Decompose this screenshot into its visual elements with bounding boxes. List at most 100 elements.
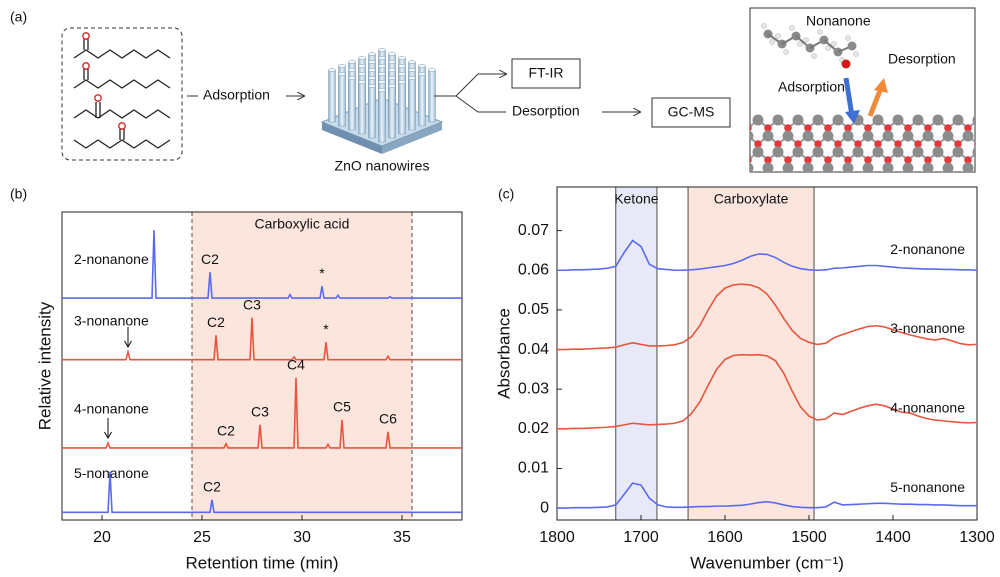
nanowire-tip <box>378 64 386 68</box>
panel-label: (a) <box>10 9 27 25</box>
zn-atom <box>802 130 814 142</box>
x-tick-label: 1300 <box>959 529 995 546</box>
series-line <box>557 353 978 430</box>
molecule-box <box>61 27 183 161</box>
nanowire <box>348 77 356 131</box>
zn-atom <box>782 162 794 172</box>
bond <box>988 136 998 144</box>
adsorption-label: Adsorption <box>203 87 270 103</box>
zn-atom <box>792 114 804 126</box>
peak-label: C6 <box>379 411 397 427</box>
plot-frame <box>61 211 463 521</box>
zn-atom <box>782 130 794 142</box>
o-atom <box>894 140 902 148</box>
y-tick-label: 0.06 <box>518 261 549 278</box>
peak-label: C2 <box>217 422 235 438</box>
peak-label: * <box>323 321 329 337</box>
o-atom <box>974 141 975 147</box>
o-atom <box>864 156 872 164</box>
h-atom <box>761 23 767 29</box>
o-atom <box>764 156 772 164</box>
bond <box>988 120 998 128</box>
bond <box>978 136 988 144</box>
series-label: 5-nonanone <box>74 465 149 481</box>
nanowire-tip <box>338 72 346 76</box>
series-line <box>62 230 462 299</box>
series-line <box>557 482 977 509</box>
series-label: 3-nonanone <box>890 320 965 336</box>
o-atom <box>974 172 982 180</box>
zn-atom <box>772 114 784 126</box>
o-atom <box>964 124 972 132</box>
nanowire-tip <box>408 76 416 80</box>
zn-atom <box>922 130 934 142</box>
o-atom <box>924 156 932 164</box>
plot-frame <box>556 186 978 521</box>
region <box>192 212 412 520</box>
zn-atom <box>882 130 894 142</box>
o-atom <box>964 156 972 164</box>
o-atom <box>914 140 922 148</box>
o-atom <box>814 140 822 148</box>
nanowire-tip <box>378 88 386 92</box>
nanowire-tip <box>388 76 396 80</box>
h-atom <box>775 33 781 39</box>
series-line <box>557 283 978 351</box>
zn-atom <box>983 163 994 174</box>
zn-atom <box>812 114 824 126</box>
nanowire <box>378 89 386 143</box>
region-label: Ketone <box>614 191 659 207</box>
zn-atom <box>822 162 834 172</box>
o-atom <box>784 156 792 164</box>
o-atom <box>754 140 762 148</box>
nanowire-tip <box>398 64 406 68</box>
x-axis-label: Retention time (min) <box>185 553 338 572</box>
nanowire-tip <box>368 76 376 80</box>
o-atom <box>841 59 851 69</box>
zn-atom <box>842 162 854 172</box>
zn-atom <box>862 130 874 142</box>
h-atom <box>803 37 809 43</box>
substrate-side <box>382 122 442 154</box>
y-tick-label: 0.01 <box>518 460 549 477</box>
nanowire <box>338 73 346 127</box>
region <box>688 187 815 520</box>
nanowire <box>408 77 416 131</box>
nanowire-tip <box>358 72 366 76</box>
h-atom <box>817 29 823 35</box>
o-atom <box>934 140 942 148</box>
x-tick-label: 1400 <box>875 529 911 546</box>
zn-atom <box>912 114 924 126</box>
nanowire-tip <box>398 56 406 60</box>
desorption-label: Desorption <box>512 103 580 119</box>
gcms-label: GC-MS <box>668 104 715 120</box>
panel-label: (b) <box>10 186 27 202</box>
zn-atom <box>842 130 854 142</box>
zn-atom <box>752 114 764 126</box>
o-atom <box>774 172 782 180</box>
inset-molecule-label: Nonanone <box>806 13 871 29</box>
zn-atom <box>872 114 884 126</box>
series-label: 5-nonanone <box>890 479 965 495</box>
x-tick-label: 1800 <box>539 529 575 546</box>
x-tick-label: 35 <box>393 529 411 546</box>
y-tick-label: 0 <box>540 499 549 516</box>
peak-label: C2 <box>201 251 219 267</box>
zn-atom <box>733 115 744 126</box>
series-line <box>62 317 462 361</box>
o-atom <box>824 124 832 132</box>
zn-atom <box>762 130 774 142</box>
o-atom <box>854 140 862 148</box>
o-atom <box>824 156 832 164</box>
nanowire-tip <box>358 56 366 60</box>
y-tick-label: 0.03 <box>518 380 549 397</box>
zn-atom <box>762 162 774 172</box>
zn-atom <box>750 130 754 142</box>
zn-atom <box>902 162 914 172</box>
o-atom <box>984 156 992 164</box>
c-atom <box>847 41 857 51</box>
o-atom <box>844 156 852 164</box>
peak-arrow <box>104 418 112 440</box>
x-tick-label: 1500 <box>791 529 827 546</box>
